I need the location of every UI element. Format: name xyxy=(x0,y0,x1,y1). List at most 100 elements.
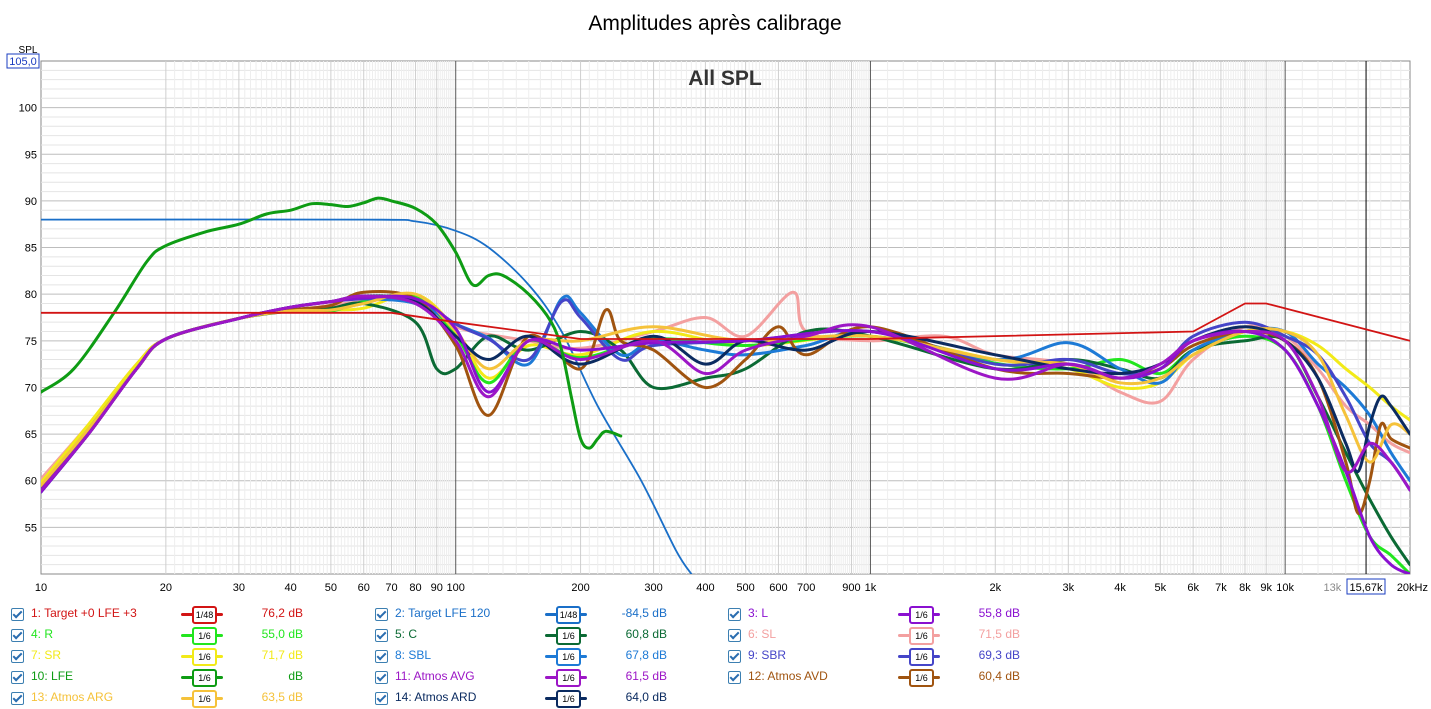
y-tick-label: 95 xyxy=(25,149,37,161)
legend-value: 64,0 dB xyxy=(625,690,667,704)
y-tick-label: 80 xyxy=(25,289,37,301)
x-tick-label: 1k xyxy=(865,582,877,594)
y-tick-label: 100 xyxy=(19,103,37,115)
y-axis-label: SPL xyxy=(19,45,38,56)
legend-value: 63,5 dB xyxy=(261,690,303,704)
legend-value: 60,4 dB xyxy=(978,669,1020,683)
x-tick-label: 40 xyxy=(285,582,297,594)
legend-label: 4: R xyxy=(31,627,54,641)
legend-item-9: 9: SBR 1/6 69,3 dB xyxy=(728,647,1048,667)
y-tick-label: 75 xyxy=(25,336,37,348)
x-tick-label: 8k xyxy=(1239,582,1251,594)
legend-item-8: 8: SBL 1/6 67,8 dB xyxy=(375,647,695,667)
x-tick-label: 7k xyxy=(1215,582,1227,594)
legend-checkbox[interactable] xyxy=(728,671,741,684)
legend-checkbox[interactable] xyxy=(728,650,741,663)
smoothing-button[interactable]: 1/6 xyxy=(909,606,934,624)
legend-checkbox[interactable] xyxy=(11,650,24,663)
legend-checkbox[interactable] xyxy=(11,608,24,621)
legend-label: 11: Atmos AVG xyxy=(395,669,475,683)
legend-item-12: 12: Atmos AVD 1/6 60,4 dB xyxy=(728,668,1048,688)
legend-checkbox[interactable] xyxy=(11,629,24,642)
x-tick-label: 20kHz xyxy=(1397,582,1428,594)
x-tick-label: 60 xyxy=(358,582,370,594)
legend-checkbox[interactable] xyxy=(375,629,388,642)
legend-value: dB xyxy=(288,669,303,683)
smoothing-button[interactable]: 1/48 xyxy=(192,606,217,624)
legend-checkbox[interactable] xyxy=(11,692,24,705)
legend-label: 12: Atmos AVD xyxy=(748,669,828,683)
legend-value: 71,7 dB xyxy=(261,648,303,662)
x-tick-label: 80 xyxy=(409,582,421,594)
y-tick-label: 60 xyxy=(25,476,37,488)
chart-area: Amplitudes après calibrage 55 60 65 70 75 80 8… xyxy=(6,12,1428,595)
legend-value: 67,8 dB xyxy=(625,648,667,662)
smoothing-button[interactable]: 1/6 xyxy=(192,669,217,687)
grid xyxy=(40,60,1411,575)
legend-checkbox[interactable] xyxy=(11,671,24,684)
x-tick-label: 30 xyxy=(233,582,245,594)
smoothing-button[interactable]: 1/6 xyxy=(192,690,217,708)
y-tick-label: 65 xyxy=(25,429,37,441)
legend-value: 55,0 dB xyxy=(261,627,303,641)
x-tick-label: 2k xyxy=(989,582,1001,594)
smoothing-button[interactable]: 1/6 xyxy=(909,627,934,645)
legend-item-1: 1: Target +0 LFE +3 1/48 76,2 dB xyxy=(11,605,331,625)
y-tick-label: 85 xyxy=(25,243,37,255)
legend-checkbox[interactable] xyxy=(375,650,388,663)
x-cursor-readout-box[interactable] xyxy=(1346,578,1386,595)
smoothing-button[interactable]: 1/6 xyxy=(192,648,217,666)
series-lines xyxy=(41,196,1410,574)
legend-value: 76,2 dB xyxy=(261,606,303,620)
legend-value: 61,5 dB xyxy=(625,669,667,683)
x-tick-label: 70 xyxy=(385,582,397,594)
smoothing-button[interactable]: 1/6 xyxy=(556,648,581,666)
series-line-2[interactable] xyxy=(41,218,693,574)
x-tick-label: 50 xyxy=(325,582,337,594)
x-tick-label: 900 xyxy=(842,582,860,594)
x-cursor-readout: 15,67k xyxy=(1349,582,1383,594)
smoothing-button[interactable]: 1/6 xyxy=(556,627,581,645)
x-tick-label: 90 xyxy=(431,582,443,594)
legend-item-7: 7: SR 1/6 71,7 dB xyxy=(11,647,331,667)
y-tick-label: 55 xyxy=(25,522,37,534)
legend-label: 2: Target LFE 120 xyxy=(395,606,491,620)
legend-value: 60,8 dB xyxy=(625,627,667,641)
legend: 1: Target +0 LFE +3 1/48 76,2 dB 2: Target … xyxy=(0,600,1431,709)
smoothing-button[interactable]: 1/6 xyxy=(556,690,581,708)
smoothing-button[interactable]: 1/6 xyxy=(192,627,217,645)
legend-label: 1: Target +0 LFE +3 xyxy=(31,606,137,620)
x-tick-label: 13k xyxy=(1324,582,1342,594)
x-tick-label: 3k xyxy=(1062,582,1074,594)
legend-label: 3: L xyxy=(748,606,769,620)
legend-checkbox[interactable] xyxy=(728,608,741,621)
legend-item-3: 3: L 1/6 55,8 dB xyxy=(728,605,1048,625)
smoothing-button[interactable]: 1/6 xyxy=(556,669,581,687)
x-tick-label: 10k xyxy=(1276,582,1294,594)
legend-value: 69,3 dB xyxy=(978,648,1020,662)
legend-checkbox[interactable] xyxy=(375,671,388,684)
series-line-11[interactable] xyxy=(41,294,1410,492)
x-tick-label: 500 xyxy=(736,582,754,594)
smoothing-button[interactable]: 1/48 xyxy=(556,606,581,624)
legend-checkbox[interactable] xyxy=(375,608,388,621)
x-tick-label: 300 xyxy=(644,582,662,594)
series-line-1[interactable] xyxy=(41,302,1410,342)
legend-item-14: 14: Atmos ARD 1/6 64,0 dB xyxy=(375,689,695,709)
chart-subtitle: All SPL xyxy=(688,67,762,90)
plot-frame xyxy=(40,60,1411,575)
legend-label: 13: Atmos ARG xyxy=(31,690,114,704)
legend-item-11: 11: Atmos AVG 1/6 61,5 dB xyxy=(375,668,695,688)
y-cursor-readout-box[interactable] xyxy=(6,53,40,69)
smoothing-button[interactable]: 1/6 xyxy=(909,648,934,666)
legend-item-5: 5: C 1/6 60,8 dB xyxy=(375,626,695,646)
series-line-10[interactable] xyxy=(41,196,623,450)
x-tick-label: 20 xyxy=(160,582,172,594)
legend-value: -84,5 dB xyxy=(621,606,667,620)
legend-checkbox[interactable] xyxy=(375,692,388,705)
x-tick-label: 10 xyxy=(35,582,47,594)
legend-checkbox[interactable] xyxy=(728,629,741,642)
smoothing-button[interactable]: 1/6 xyxy=(909,669,934,687)
legend-item-10: 10: LFE 1/6 dB xyxy=(11,668,331,688)
x-tick-label: 400 xyxy=(696,582,714,594)
